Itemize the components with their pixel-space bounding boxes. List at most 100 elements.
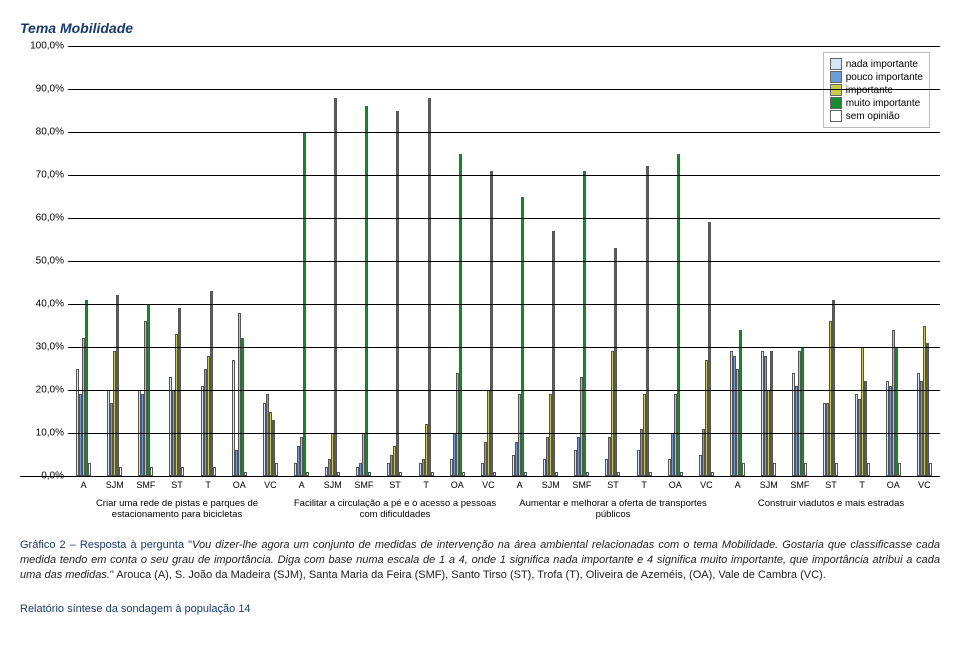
x-subgroup-row: ASJMSMFSTTOAVC [68, 477, 286, 490]
ytick-label: 50,0% [36, 256, 64, 267]
bar [334, 98, 337, 476]
x-sub-label: SMF [566, 477, 597, 490]
x-sub-label: OA [224, 477, 255, 490]
x-sub-label: SJM [99, 477, 130, 490]
bar [739, 330, 742, 476]
bar [583, 171, 586, 476]
ytick-label: 60,0% [36, 213, 64, 224]
x-sub-label: SMF [130, 477, 161, 490]
x-sub-label: ST [597, 477, 628, 490]
x-sub-label: OA [442, 477, 473, 490]
bar [85, 300, 88, 476]
x-sub-label: SJM [317, 477, 348, 490]
bar [864, 381, 867, 476]
bar [895, 347, 898, 476]
bar [119, 467, 122, 476]
bar [365, 106, 368, 476]
caption-tail: " Arouca (A), S. João da Madeira (SJM), … [110, 569, 826, 581]
bar [88, 463, 91, 476]
gridline [68, 175, 940, 177]
bar [178, 308, 181, 476]
bar [275, 463, 278, 476]
bar [832, 300, 835, 476]
y-axis: 0,0%10,0%20,0%30,0%40,0%50,0%60,0%70,0%8… [20, 46, 68, 476]
bar [116, 295, 119, 476]
gridline [68, 132, 940, 134]
bar [241, 338, 244, 476]
ytick-label: 0,0% [41, 471, 64, 482]
x-sub-label: SMF [784, 477, 815, 490]
gridline [68, 218, 940, 220]
x-group-label: Aumentar e melhorar a oferta de transpor… [504, 498, 722, 520]
ytick-label: 20,0% [36, 385, 64, 396]
x-sub-label: ST [161, 477, 192, 490]
x-sub-label: T [411, 477, 442, 490]
x-sub-label: VC [909, 477, 940, 490]
x-subgroup-row: ASJMSMFSTTOAVC [286, 477, 504, 490]
caption: Gráfico 2 – Resposta à pergunta "Vou diz… [20, 538, 940, 583]
x-sub-label: ST [815, 477, 846, 490]
x-subgroup-row: ASJMSMFSTTOAVC [504, 477, 722, 490]
bar [804, 463, 807, 476]
gridline [68, 476, 940, 478]
bar [926, 343, 929, 476]
gridline [68, 347, 940, 349]
gridline [68, 304, 940, 306]
ytick-label: 30,0% [36, 342, 64, 353]
ytick-label: 90,0% [36, 84, 64, 95]
x-sub-labels: ASJMSMFSTTOAVCASJMSMFSTTOAVCASJMSMFSTTOA… [68, 477, 940, 490]
x-sub-label: OA [878, 477, 909, 490]
bar [770, 351, 773, 476]
x-subgroup-row: ASJMSMFSTTOAVC [722, 477, 940, 490]
bar [773, 463, 776, 476]
x-sub-label: SMF [348, 477, 379, 490]
bar [396, 111, 399, 477]
gridline [68, 261, 940, 263]
x-sub-label: VC [473, 477, 504, 490]
bar [552, 231, 555, 476]
ytick-label: 40,0% [36, 299, 64, 310]
ytick-label: 70,0% [36, 170, 64, 181]
bar [428, 98, 431, 476]
bar [210, 291, 213, 476]
page-title: Tema Mobilidade [20, 20, 940, 36]
x-group-label: Construir viadutos e mais estradas [722, 498, 940, 520]
x-sub-label: A [286, 477, 317, 490]
x-group-label: Facilitar a circulação a pé e o acesso a… [286, 498, 504, 520]
gridline [68, 433, 940, 435]
bar [213, 467, 216, 476]
gridline [68, 46, 940, 48]
x-sub-label: VC [255, 477, 286, 490]
x-group-label: Criar uma rede de pistas e parques de es… [68, 498, 286, 520]
x-sub-label: ST [379, 477, 410, 490]
bar [835, 463, 838, 476]
caption-lead: Gráfico 2 – Resposta à pergunta " [20, 539, 192, 551]
x-group-labels: Criar uma rede de pistas e parques de es… [68, 498, 940, 520]
x-sub-label: T [847, 477, 878, 490]
bar [150, 467, 153, 476]
bar [490, 171, 493, 476]
x-sub-label: A [504, 477, 535, 490]
bar [181, 467, 184, 476]
x-sub-label: SJM [753, 477, 784, 490]
bar [614, 248, 617, 476]
bar [459, 154, 462, 477]
bar [898, 463, 901, 476]
ytick-label: 80,0% [36, 127, 64, 138]
x-sub-label: T [629, 477, 660, 490]
bar [677, 154, 680, 477]
x-sub-label: SJM [535, 477, 566, 490]
x-sub-label: VC [691, 477, 722, 490]
ytick-label: 100,0% [30, 41, 64, 52]
x-sub-label: A [68, 477, 99, 490]
bar [867, 463, 870, 476]
bar [742, 463, 745, 476]
bar [801, 347, 804, 476]
x-sub-label: OA [660, 477, 691, 490]
chart: 0,0%10,0%20,0%30,0%40,0%50,0%60,0%70,0%8… [20, 46, 940, 477]
gridline [68, 390, 940, 392]
gridline [68, 89, 940, 91]
bar [646, 166, 649, 476]
x-sub-label: A [722, 477, 753, 490]
ytick-label: 10,0% [36, 428, 64, 439]
